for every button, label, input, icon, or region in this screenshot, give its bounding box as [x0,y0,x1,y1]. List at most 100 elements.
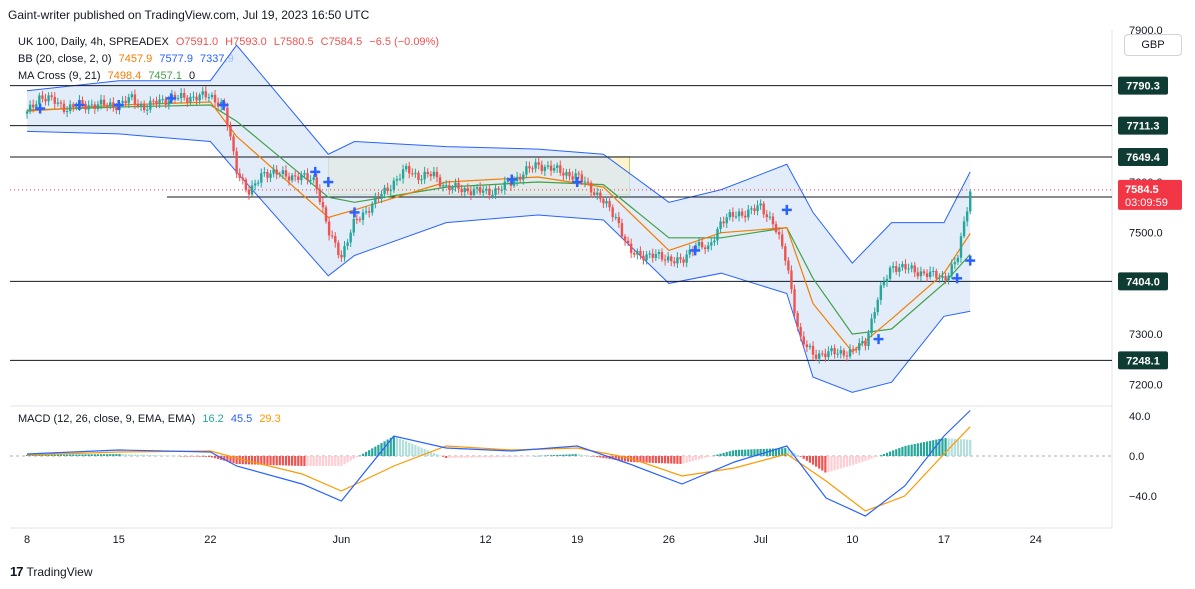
candle [965,211,969,222]
candle [25,111,29,114]
candle [491,194,494,196]
macd-histogram-bar [389,437,392,456]
macd-histogram-bar [318,456,321,466]
candle [864,341,867,346]
macd-histogram-bar [630,456,633,463]
macd-histogram-bar [432,452,436,456]
macd-histogram-bar [90,454,93,456]
candle [682,259,685,263]
macd-histogram-bar [685,456,688,463]
candle [907,268,910,270]
currency-button[interactable]: GBP [1124,34,1182,56]
macd-histogram-bar [815,456,818,467]
macd-histogram-bar [398,438,402,456]
candle [133,94,137,105]
candle [303,173,306,175]
macd-histogram-bar [112,454,115,456]
candle [790,270,793,290]
candle [713,240,716,243]
candle [460,188,463,193]
candle [367,211,371,213]
candle [750,208,753,210]
macd-histogram-bar [429,451,432,456]
macd-histogram-bar [180,456,183,457]
price-axis-tick: 7600.0 [1129,177,1163,189]
candle [226,107,229,127]
candle [787,260,790,271]
macd-histogram-bar [679,456,682,464]
macd-histogram-bar [115,454,118,456]
candle [608,201,611,208]
macd-histogram-bar [935,439,938,456]
macd-histogram-bar [469,456,472,458]
candle [629,243,633,253]
macd-histogram-bar [44,454,47,456]
macd-histogram-bar [605,456,608,459]
macd-histogram-bar [254,456,257,465]
candle [201,91,204,95]
macd-histogram-bar [349,456,352,461]
macd-histogram-bar [152,455,155,456]
macd-histogram-bar [423,448,426,456]
candle [417,172,420,181]
candle [842,350,846,356]
candle [398,178,402,180]
candle [546,165,550,167]
macd-histogram-bar [75,454,78,456]
candle [112,102,115,108]
candle [334,236,337,243]
candle [913,265,916,273]
macd-histogram-bar [568,454,571,456]
candle [41,95,44,99]
macd-histogram-bar [700,456,704,459]
candle [451,187,454,190]
macd-histogram-bar [861,456,864,462]
candle [904,263,907,270]
time-axis-tick: 8 [24,534,30,546]
macd-histogram-bar [676,456,679,464]
candle [935,270,938,279]
candle [65,111,69,113]
macd-histogram-bar [667,456,670,464]
macd-histogram-bar [69,454,72,456]
macd-histogram-bar [771,448,775,456]
candle [238,173,241,178]
legend-open: O7591.0 [175,36,219,48]
candle [186,97,189,103]
candle [287,176,291,181]
macd-histogram-bar [263,456,266,465]
candle [109,102,112,107]
macd-histogram-bar [260,456,263,465]
candle [941,276,944,278]
candle [685,254,688,263]
candle [552,167,556,171]
ma-cross-marker [113,100,124,110]
level-tag-label: 7404.0 [1126,276,1160,288]
macd-histogram-bar [340,456,343,466]
candle [377,197,380,199]
macd-histogram-bar [648,456,651,463]
macd-histogram-bar [682,456,685,464]
macd-histogram-bar [898,448,901,456]
macd-histogram-bar [164,455,167,457]
legend-symbol-title: UK 100, Daily, 4h, SPREADEX [18,36,169,48]
candle [531,168,534,170]
macd-histogram-bar [41,454,44,456]
candle [346,242,349,246]
macd-histogram-bar [139,454,143,456]
candle [861,341,864,344]
ma-fast-line [26,101,971,353]
legend-symbol: UK 100, Daily, 4h, SPREADEX O7591.0 H759… [18,36,443,48]
candle [426,171,429,175]
macd-histogram-bar [167,455,170,457]
macd-signal-line [26,426,971,512]
price-axis-tick: 7200.0 [1129,380,1163,392]
macd-histogram-bar [892,450,895,456]
macd-histogram-bar [81,454,84,456]
candle [854,349,858,351]
macd-histogram-bar [907,445,910,456]
macd-histogram-bar [358,455,362,456]
candle [96,104,100,109]
macd-histogram-bar [728,451,731,456]
